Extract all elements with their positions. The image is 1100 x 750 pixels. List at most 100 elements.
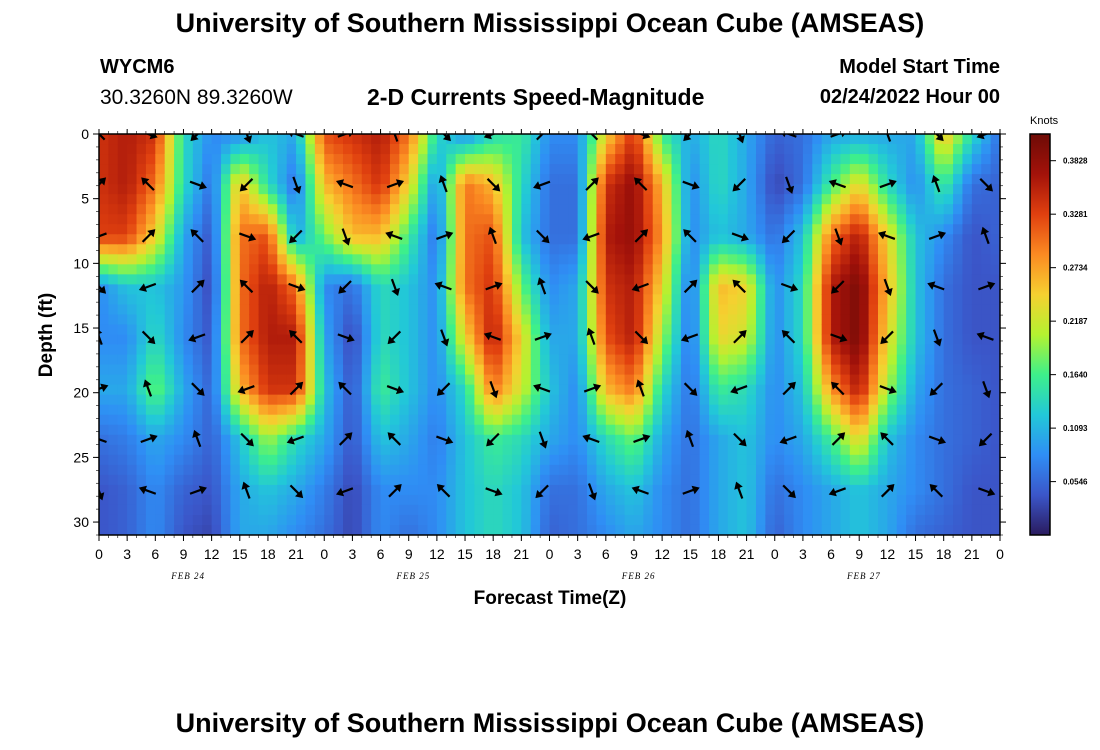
heatmap-cell <box>802 284 813 295</box>
heatmap-cell <box>324 294 335 306</box>
heatmap-cell <box>211 244 222 255</box>
heatmap-cell <box>314 374 325 386</box>
heatmap-cell <box>615 144 626 155</box>
heatmap-cell <box>502 444 513 456</box>
heatmap-cell <box>117 354 128 366</box>
heatmap-cell <box>324 254 335 265</box>
heatmap-cell <box>296 254 307 265</box>
heatmap-cell <box>521 514 532 526</box>
heatmap-cell <box>680 264 691 275</box>
heatmap-cell <box>549 414 560 426</box>
heatmap-cell <box>906 394 917 406</box>
heatmap-cell <box>906 254 917 265</box>
heatmap-cell <box>380 304 391 316</box>
heatmap-cell <box>633 374 644 386</box>
heatmap-cell <box>333 294 344 306</box>
heatmap-cell <box>605 274 616 285</box>
heatmap-cell <box>249 444 260 456</box>
heatmap-cell <box>202 184 213 195</box>
heatmap-cell <box>605 244 616 255</box>
heatmap-cell <box>164 454 175 466</box>
heatmap-cell <box>145 364 156 376</box>
heatmap-cell <box>108 454 119 466</box>
heatmap-cell <box>221 514 231 526</box>
heatmap-cell <box>446 244 457 255</box>
heatmap-cell <box>615 354 626 366</box>
heatmap-cell <box>202 174 213 185</box>
current-vector-arrow <box>483 134 497 140</box>
heatmap-cell <box>446 524 457 535</box>
heatmap-cell <box>380 444 391 456</box>
heatmap-cell <box>230 234 241 245</box>
heatmap-cell <box>427 254 438 265</box>
heatmap-cell <box>239 374 250 386</box>
heatmap-cell <box>136 464 147 476</box>
current-vector-arrow <box>388 483 402 498</box>
heatmap-cell <box>549 474 560 486</box>
heatmap-cell <box>305 184 316 195</box>
heatmap-cell <box>981 334 992 346</box>
heatmap-cell <box>577 144 588 155</box>
heatmap-cell <box>643 184 654 195</box>
heatmap-cell <box>784 134 795 145</box>
heatmap-cell <box>117 414 128 426</box>
heatmap-cell <box>267 274 278 285</box>
heatmap-cell <box>521 294 532 306</box>
heatmap-cell <box>108 364 119 376</box>
heatmap-cell <box>849 404 860 416</box>
heatmap-cell <box>221 424 231 436</box>
heatmap-cell <box>277 304 288 316</box>
heatmap-cell <box>145 424 156 436</box>
heatmap-cell <box>483 294 494 306</box>
heatmap-cell <box>343 144 354 155</box>
heatmap-cell <box>737 364 748 376</box>
heatmap-cell <box>324 324 335 336</box>
heatmap-cell <box>380 184 391 195</box>
heatmap-cell <box>934 414 945 426</box>
colorbar-tick-label: 0.3281 <box>1063 210 1088 219</box>
current-vector-arrow <box>886 134 892 142</box>
heatmap-cell <box>399 144 410 155</box>
heatmap-cell <box>155 424 166 436</box>
heatmap-cell <box>427 154 438 165</box>
heatmap-cell <box>511 194 522 205</box>
heatmap-cell <box>192 394 203 406</box>
heatmap-cell <box>380 364 391 376</box>
heatmap-cell <box>427 324 438 336</box>
heatmap-cell <box>859 484 870 496</box>
heatmap-cell <box>765 214 776 225</box>
heatmap-cell <box>558 174 569 185</box>
heatmap-cell <box>474 194 485 205</box>
heatmap-cell <box>127 524 138 535</box>
heatmap-cell <box>887 334 898 346</box>
heatmap-cell <box>709 464 720 476</box>
heatmap-cell <box>709 364 720 376</box>
heatmap-cell <box>633 284 644 295</box>
heatmap-cell <box>906 494 917 506</box>
heatmap-cell <box>258 154 269 165</box>
heatmap-cell <box>99 474 109 486</box>
heatmap-cell <box>652 464 663 476</box>
heatmap-cell <box>990 254 1000 265</box>
heatmap-cell <box>802 404 813 416</box>
heatmap-cell <box>258 414 269 426</box>
heatmap-cell <box>164 184 175 195</box>
heatmap-cell <box>202 194 213 205</box>
heatmap-cell <box>690 354 701 366</box>
heatmap-cell <box>877 294 888 306</box>
heatmap-cell <box>953 524 964 535</box>
heatmap-cell <box>136 394 147 406</box>
heatmap-cell <box>887 194 898 205</box>
heatmap-cell <box>831 464 842 476</box>
speed-heatmap <box>99 134 1000 535</box>
heatmap-cell <box>258 284 269 295</box>
heatmap-cell <box>249 374 260 386</box>
heatmap-cell <box>765 424 776 436</box>
heatmap-cell <box>577 504 588 516</box>
heatmap-cell <box>239 154 250 165</box>
heatmap-cell <box>859 264 870 275</box>
heatmap-cell <box>314 304 325 316</box>
heatmap-cell <box>906 144 917 155</box>
heatmap-cell <box>286 154 297 165</box>
heatmap-cell <box>380 154 391 165</box>
